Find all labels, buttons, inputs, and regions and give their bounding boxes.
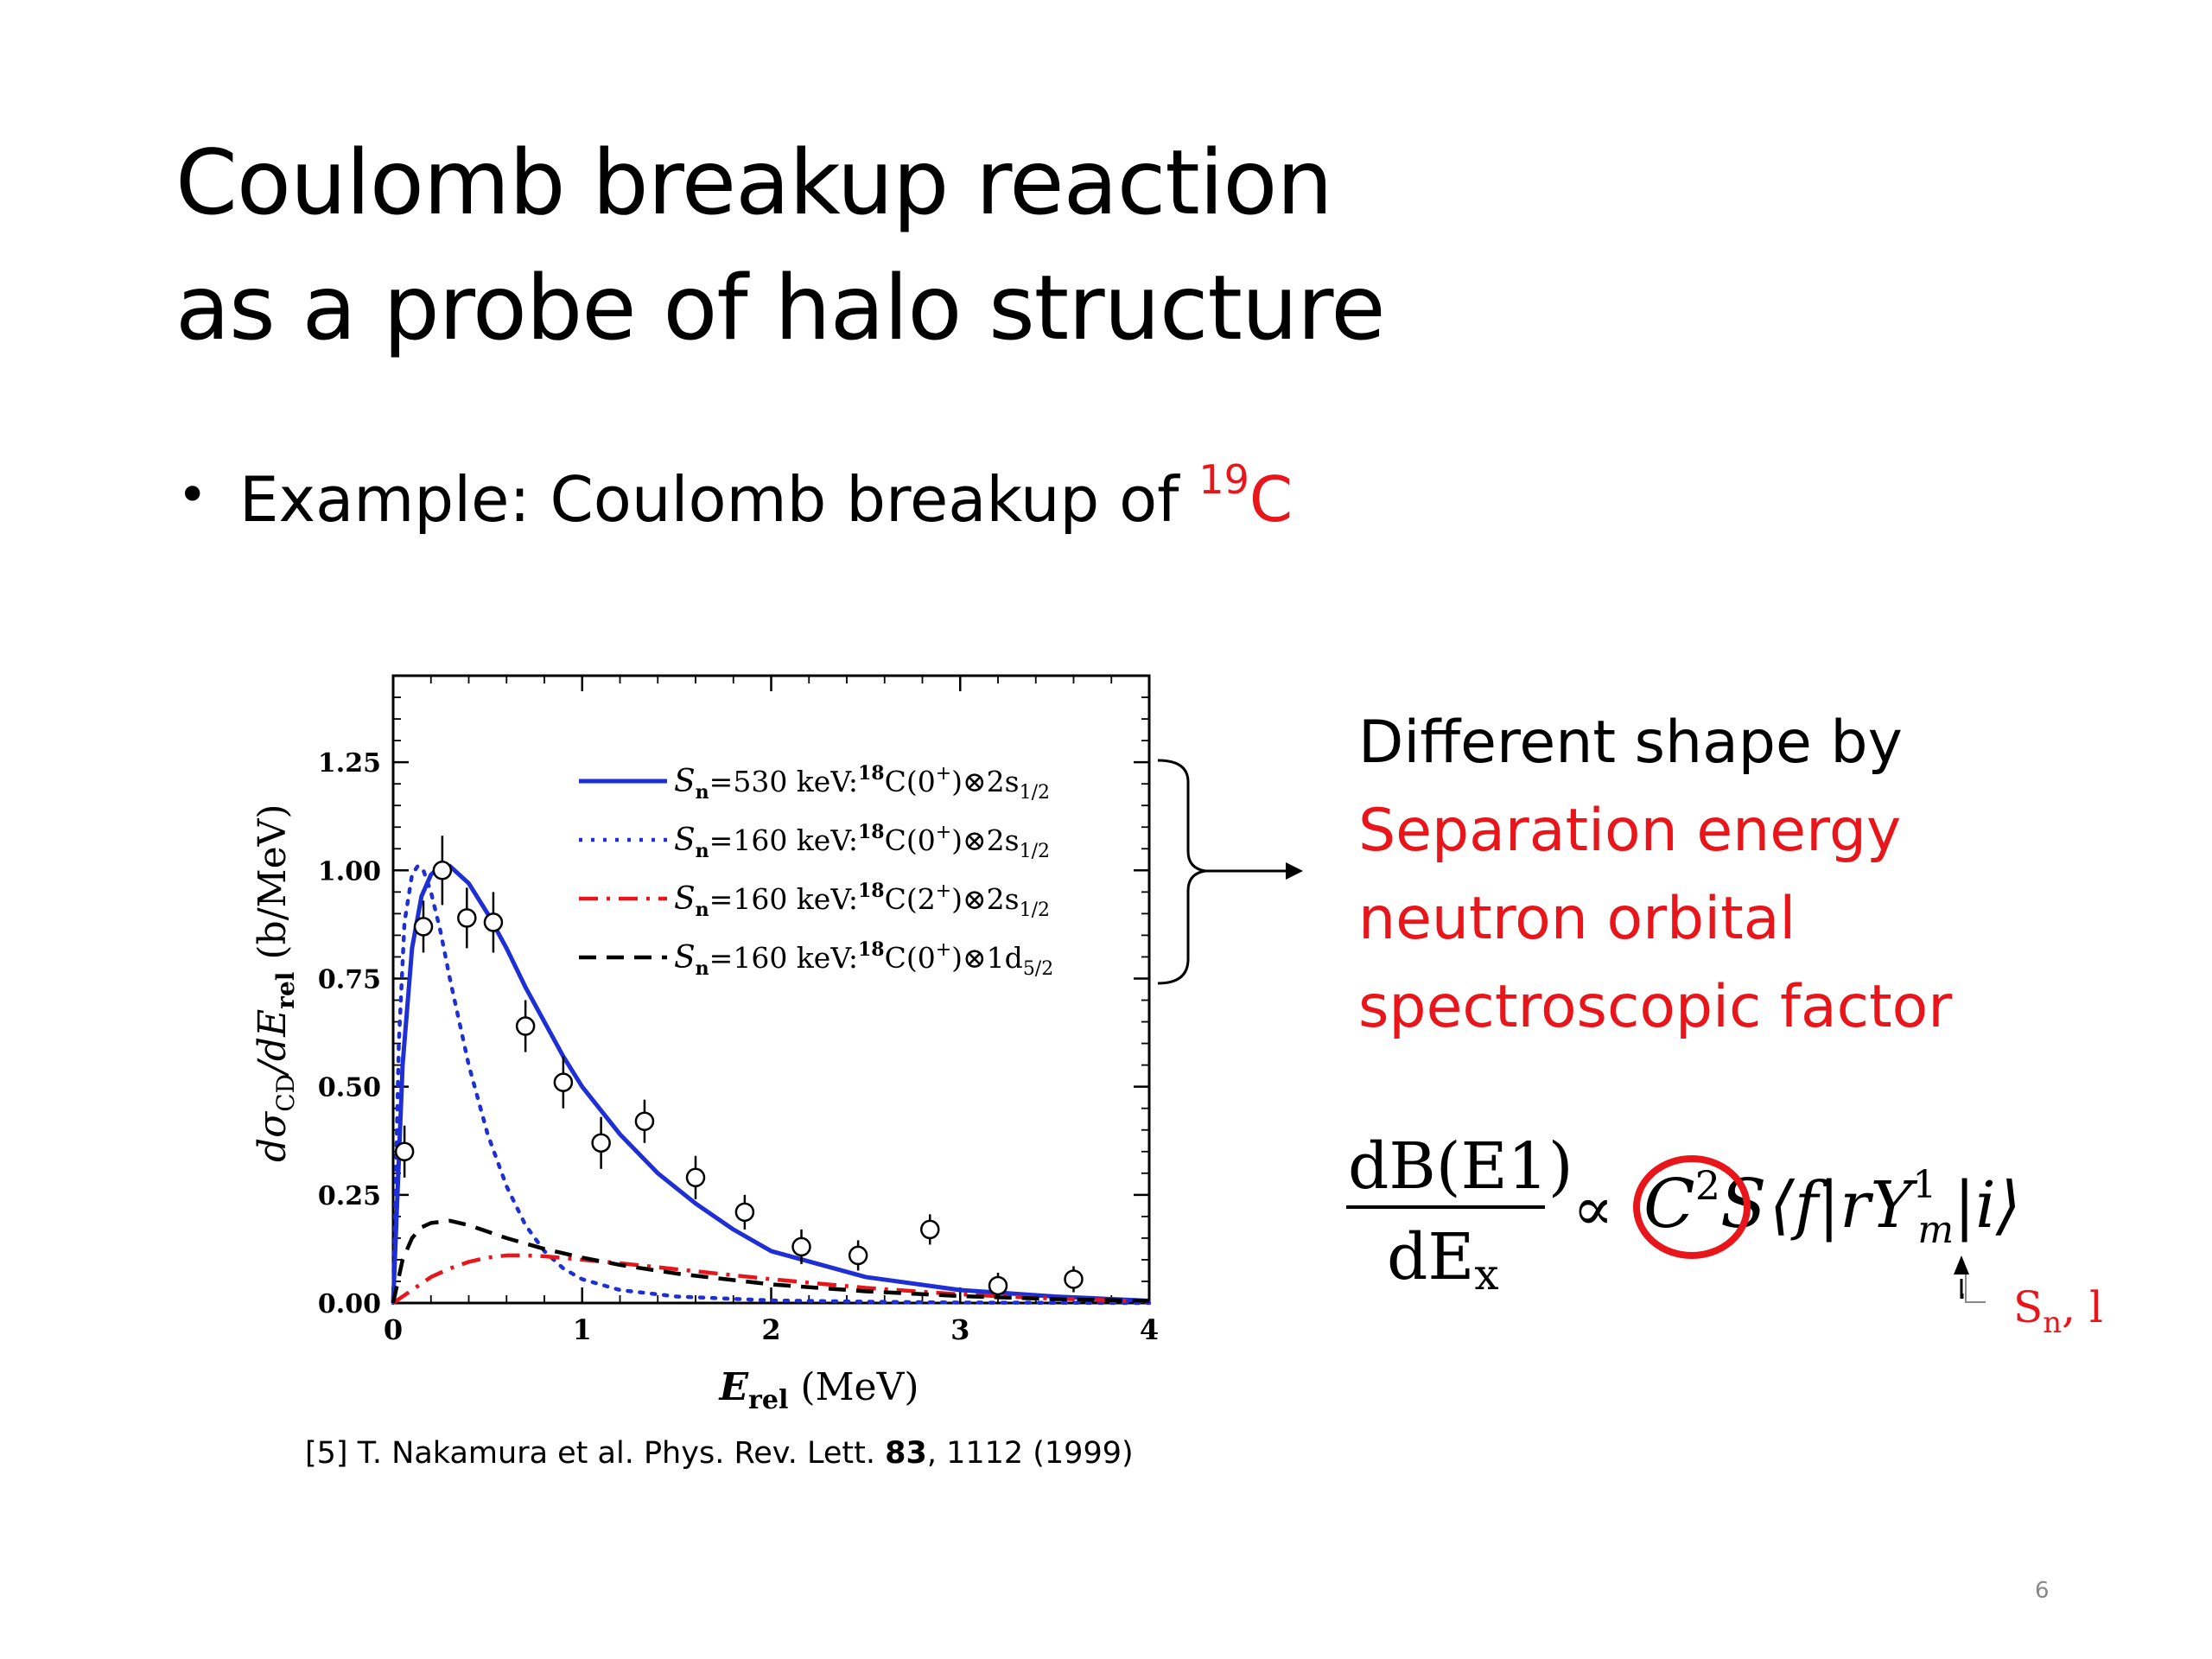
y-tick-label: 1.00 [318,856,381,887]
isotope-symbol: C [1249,463,1294,536]
series-line-2 [391,864,1152,1306]
note-line-1: Different shape by [1358,709,1903,777]
x-tick-label: 1 [573,1313,592,1346]
legend-entry-1: Sn=530 keV:18C(0+)⊗2s1/2 [674,762,1050,804]
data-point [457,908,477,928]
citation: [5] T. Nakamura et al. Phys. Rev. Lett. … [305,1436,1134,1471]
eq-arrow-label: Sn, l [2013,1282,2103,1340]
eq-denominator: dEx [1387,1220,1499,1300]
eq-proportional: ∝ [1573,1173,1613,1244]
y-tick-label: 0.50 [318,1073,381,1103]
y-tick-label: 0.75 [318,964,381,995]
isotope: 19C [1198,456,1294,536]
bullet-text: Example: Coulomb breakup of 19C [239,456,1293,536]
data-point [920,1219,940,1240]
legend-entry-2: Sn=160 keV:18C(0+)⊗2s1/2 [674,821,1050,862]
data-point [988,1275,1008,1296]
data-point [483,912,504,932]
citation-volume: 83 [885,1436,927,1471]
data-point [394,1141,415,1162]
note-line-3: neutron orbital [1358,885,1796,953]
brace-arrow-head-icon [1286,862,1303,880]
data-point [634,1111,655,1131]
data-point [848,1245,868,1266]
eq-matrix-element: ⟨f|rY1 m|i⟩ [1770,1163,2021,1252]
data-point [685,1167,706,1188]
data-point [413,917,434,937]
y-tick-label: 0.25 [318,1181,381,1211]
legend-brace [1157,759,1206,985]
citation-prefix: [5] T. Nakamura et al. Phys. Rev. Lett. [305,1436,886,1471]
isotope-mass: 19 [1198,456,1249,503]
slide-title: Coulomb breakup reaction as a probe of h… [175,121,1386,372]
equation: dB(E1) dEx ∝ C2S ⟨f|rY1 m|i⟩ Sn, l [1346,1129,2103,1340]
legend-entry-3: Sn=160 keV:18C(2+)⊗2s1/2 [674,880,1050,921]
bullet-dot-icon: • [177,465,208,525]
title-line-2: as a probe of halo structure [175,257,1386,360]
factor-highlight-circle [1633,1155,1751,1259]
title-line-1: Coulomb breakup reaction [175,131,1333,235]
note-line-4: spectroscopic factor [1358,973,1953,1041]
data-point [734,1202,755,1223]
eq-arrow-head-icon [1954,1255,1969,1274]
x-tick-label: 3 [950,1313,969,1346]
x-tick-label: 2 [761,1313,780,1346]
data-point [515,1016,536,1036]
data-point [791,1236,811,1257]
eq-numerator: dB(E1) [1348,1129,1573,1204]
eq-arrow-bracket [1965,1274,1986,1303]
x-axis-label: Erel (MeV) [718,1365,919,1415]
data-point [591,1133,611,1153]
y-tick-label: 1.25 [318,748,381,779]
note-line-2: Separation energy [1358,797,1902,865]
citation-suffix: , 1112 (1999) [926,1436,1134,1471]
page-number: 6 [2035,1578,2050,1604]
data-point [1064,1269,1084,1289]
series-line-3 [391,1253,1150,1305]
y-tick-label: 0.00 [318,1289,381,1319]
legend-entry-4: Sn=160 keV:18C(0+)⊗1d5/2 [674,938,1053,980]
x-tick-label: 0 [384,1313,403,1346]
bullet-prefix: Example: Coulomb breakup of [239,463,1199,536]
data-point [553,1072,574,1092]
y-axis-label: dσCD/dErel (b/MeV) [251,804,300,1162]
x-tick-label: 4 [1140,1313,1159,1346]
data-point [432,861,453,880]
